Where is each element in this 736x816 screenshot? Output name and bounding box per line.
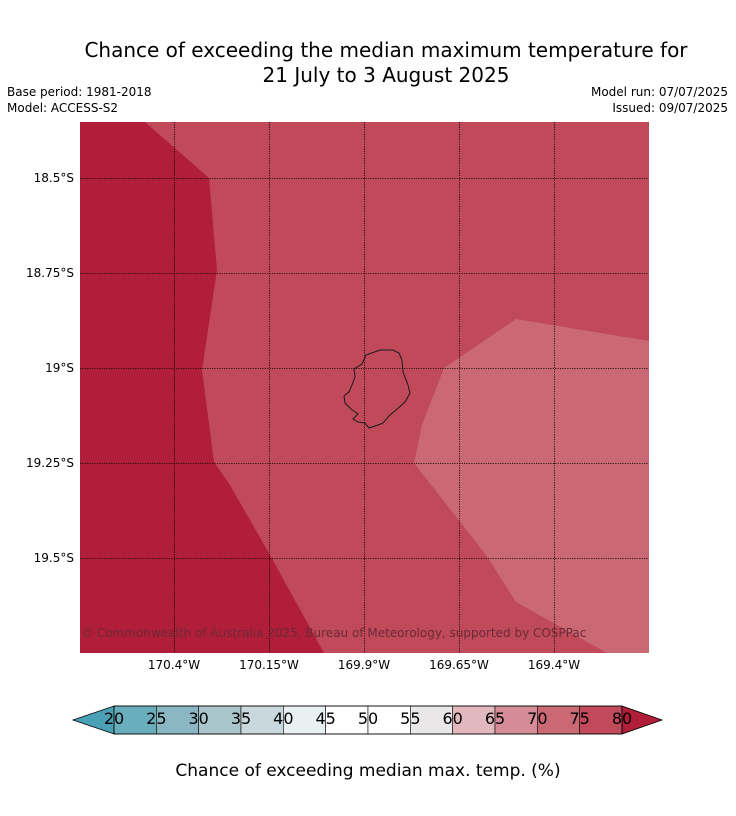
- colorbar-tick-label: 20: [103, 709, 125, 728]
- colorbar-tick-label: 30: [188, 709, 209, 728]
- lon-label-170-4: 170.4°W: [147, 658, 201, 672]
- colorbar-cell: [240, 705, 284, 735]
- lat-label-19-25: 19.25°S: [26, 456, 74, 470]
- colorbar-tick-label: 35: [230, 709, 252, 728]
- colorbar-cell: [452, 705, 496, 735]
- issued-date: Issued: 09/07/2025: [612, 101, 728, 115]
- colorbar-tick-label: 25: [146, 709, 167, 728]
- copyright-notice: © Commonwealth of Australia 2025, Bureau…: [81, 626, 587, 640]
- lon-label-169-65: 169.65°W: [429, 658, 489, 672]
- lon-label-169-9: 169.9°W: [337, 658, 391, 672]
- colorbar-cell: [113, 705, 157, 735]
- map-area: [80, 122, 649, 653]
- colorbar-cell: [198, 705, 242, 735]
- colorbar-cell: [494, 705, 538, 735]
- colorbar-tick-label: 45: [315, 709, 336, 728]
- map-title: Chance of exceeding the median maximum t…: [0, 38, 736, 88]
- base-period: Base period: 1981-2018: [7, 85, 152, 99]
- meta-right: Model run: 07/07/2025 Issued: 09/07/2025: [591, 84, 728, 116]
- region-70-75: [414, 319, 649, 653]
- meta-left: Base period: 1981-2018 Model: ACCESS-S2: [7, 84, 152, 116]
- colorbar-tick-label: 50: [357, 709, 379, 728]
- colorbar-title: Chance of exceeding median max. temp. (%…: [175, 761, 561, 781]
- colorbar-tick-label: 60: [442, 709, 463, 728]
- model-name: Model: ACCESS-S2: [7, 101, 119, 115]
- lon-label-170-15: 170.15°W: [239, 658, 299, 672]
- lat-label-18-75: 18.75°S: [26, 266, 74, 280]
- title-line-1: Chance of exceeding the median maximum t…: [84, 38, 688, 62]
- colorbar-tick-label: 70: [527, 709, 548, 728]
- lat-label-18-5: 18.5°S: [33, 171, 74, 185]
- colorbar-cells: [113, 705, 623, 735]
- colorbar-tick-label: 65: [484, 709, 506, 728]
- lat-label-19: 19°S: [45, 361, 74, 375]
- lon-label-169-4: 169.4°W: [527, 658, 581, 672]
- colorbar-tick-label: 75: [569, 709, 590, 728]
- colorbar-cell: [367, 705, 411, 735]
- colorbar-frame: [113, 705, 623, 735]
- model-run: Model run: 07/07/2025: [590, 85, 728, 99]
- colorbar-cell: [325, 705, 369, 735]
- graticule: [80, 122, 649, 653]
- title-line-2: 21 July to 3 August 2025: [262, 63, 510, 87]
- colorbar-tick-label: 55: [400, 709, 421, 728]
- colorbar-cell: [156, 705, 199, 735]
- lat-label-19-5: 19.5°S: [33, 551, 74, 565]
- colorbar-tick-label: 40: [273, 709, 294, 728]
- colorbar: [71, 705, 664, 735]
- colorbar-tick-label: 80: [611, 709, 633, 728]
- island-outline: [343, 349, 411, 429]
